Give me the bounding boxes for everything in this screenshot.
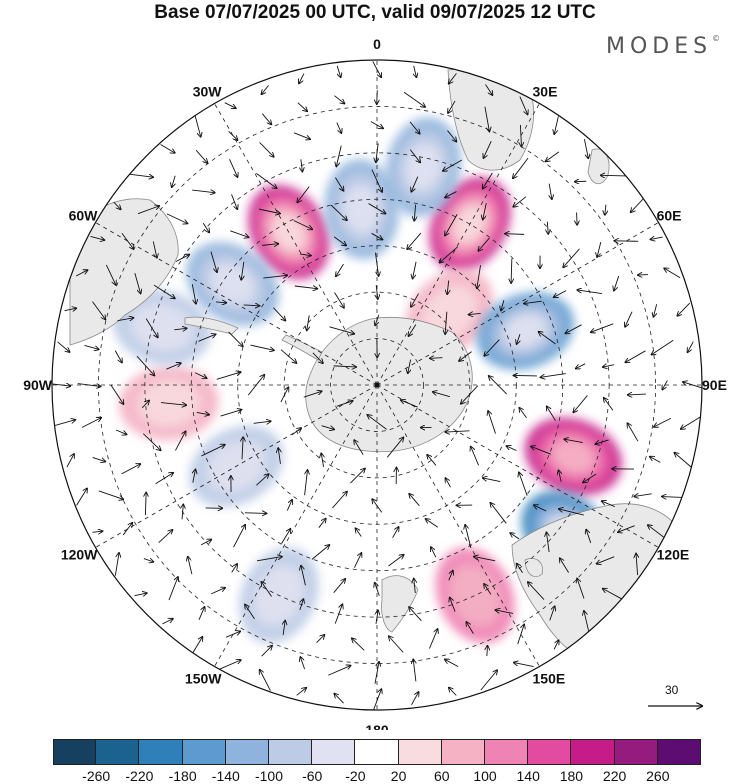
longitude-label: 150W [185, 671, 222, 687]
colorbar-tick: -100 [255, 768, 283, 784]
wind-arrow [638, 275, 648, 276]
wind-arrow [377, 90, 378, 104]
longitude-label: 120W [61, 547, 98, 563]
colorbar-tick: 20 [391, 768, 407, 784]
colorbar-tick: 220 [603, 768, 626, 784]
colorbar-tick: -220 [125, 768, 153, 784]
south-pole-dot [375, 383, 380, 388]
longitude-label: 90E [702, 377, 727, 393]
colorbar-tick: -60 [302, 768, 322, 784]
longitude-label: 30E [533, 83, 558, 99]
wind-arrow [487, 646, 488, 656]
colorbar-tick: 100 [473, 768, 496, 784]
longitude-label: 90W [23, 377, 53, 393]
colorbar-tick: 140 [517, 768, 540, 784]
longitude-label: 30W [193, 83, 223, 99]
wind-arrow [577, 213, 578, 225]
longitude-label: 150E [533, 671, 566, 687]
colorbar-tick: 180 [560, 768, 583, 784]
colorbar-tick: -180 [169, 768, 197, 784]
colorbar-tick: -260 [82, 768, 110, 784]
longitude-label: 0 [373, 36, 381, 52]
polar-map: 0 30E 60E 90E 120E 150E 180 150W 120W 90W 60W 30W [0, 0, 750, 730]
colorbar-frame [53, 739, 701, 765]
longitude-label: 180 [365, 722, 389, 730]
colorbar-tick: -140 [212, 768, 240, 784]
wind-arrow [245, 513, 267, 514]
wind-arrow [430, 358, 443, 359]
colorbar [53, 739, 701, 765]
colorbar-tick: 260 [646, 768, 669, 784]
wind-reference-label: 30 [665, 683, 678, 697]
longitude-label: 60E [657, 208, 682, 224]
longitude-label: 60W [69, 208, 99, 224]
colorbar-tick: -20 [345, 768, 365, 784]
colorbar-tick: 60 [434, 768, 450, 784]
wind-arrow [601, 175, 626, 176]
longitude-label: 120E [657, 547, 690, 563]
